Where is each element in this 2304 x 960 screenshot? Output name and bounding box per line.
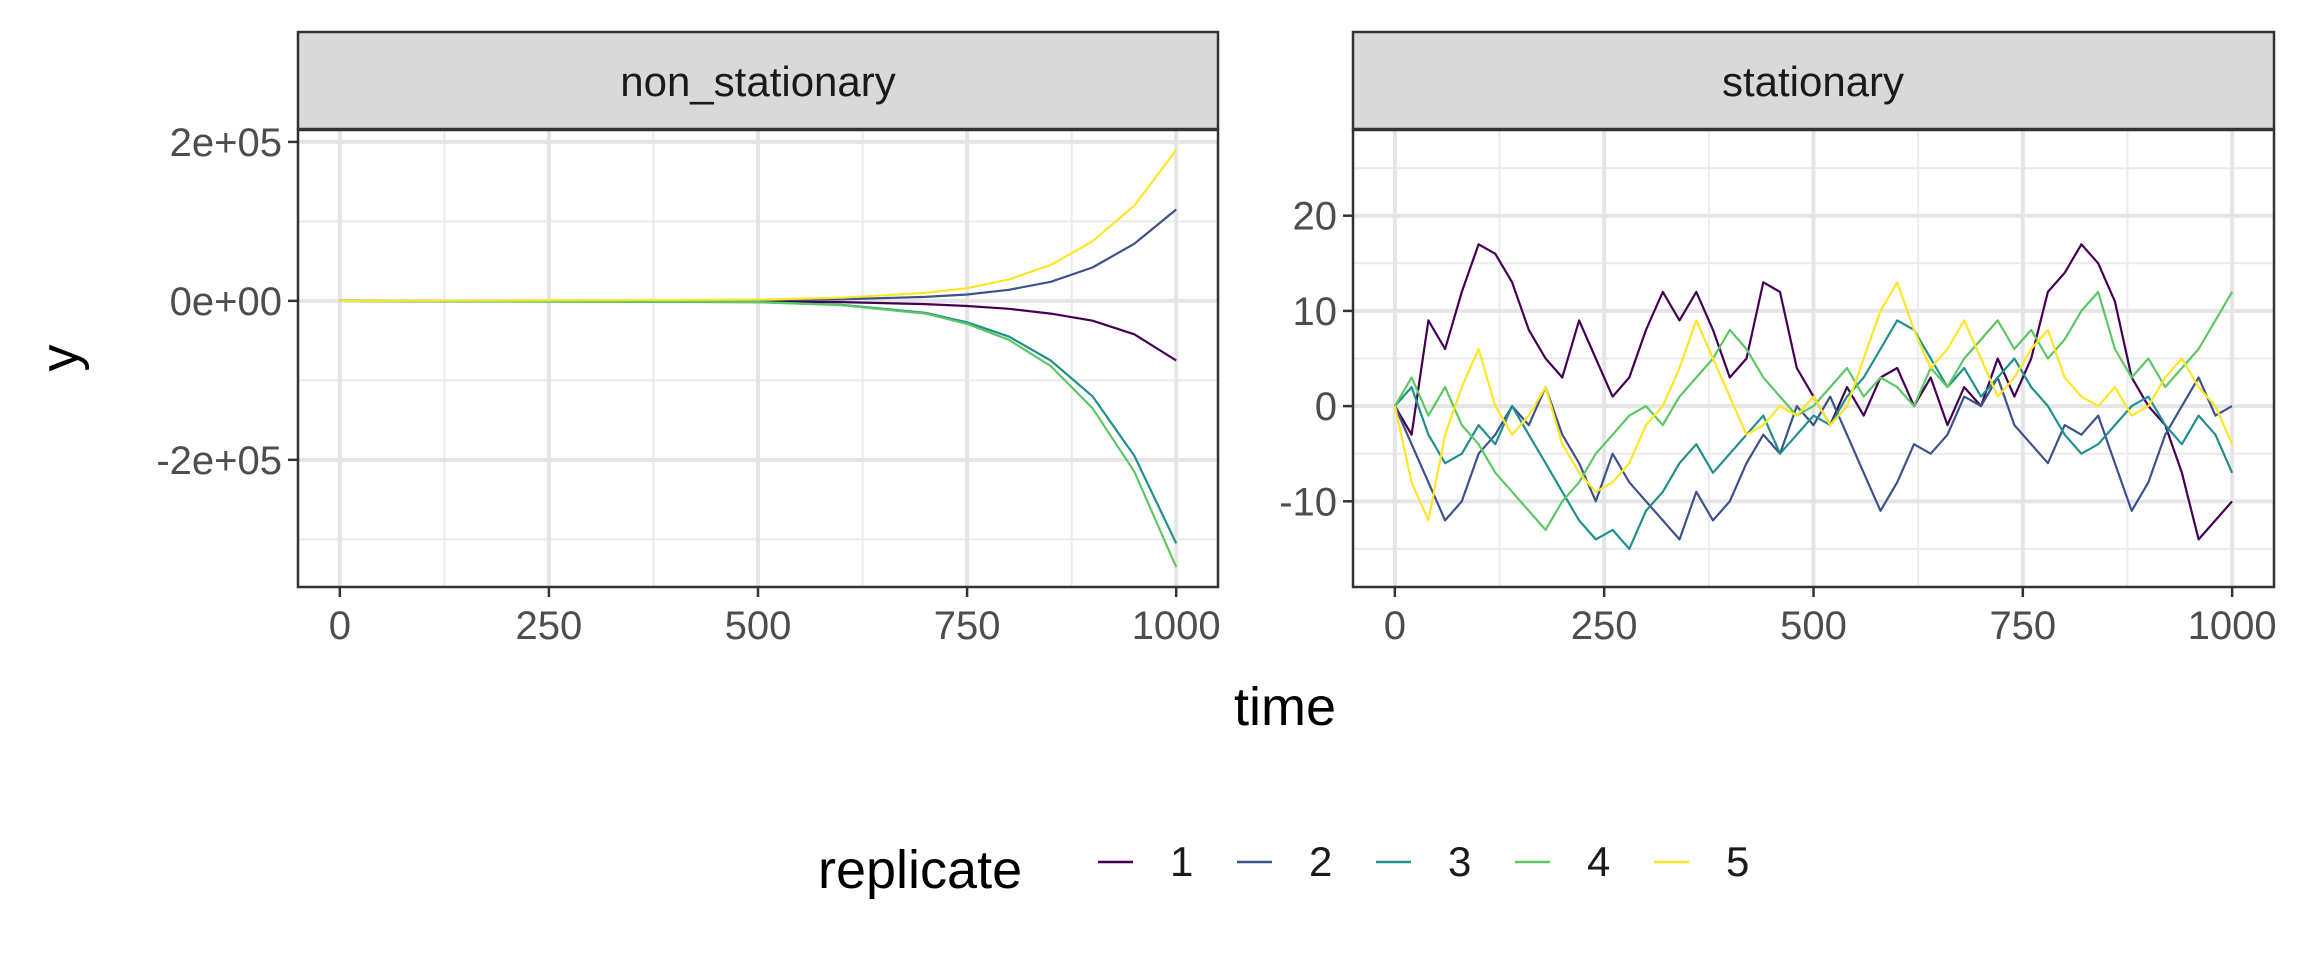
y-tick-label: 0e+00 xyxy=(170,280,282,324)
legend-title: replicate xyxy=(818,840,1022,900)
series-line-5 xyxy=(1393,281,2234,522)
series-line-1 xyxy=(339,299,1177,362)
strip-background xyxy=(1351,30,2276,131)
y-tick-label: -2e+05 xyxy=(156,439,282,483)
panel-stationary: stationary 0 250 500 750 1000 -10 0 10 20 xyxy=(1279,30,2277,648)
x-tick-label: 1000 xyxy=(2188,604,2277,648)
legend-label-3: 3 xyxy=(1448,838,1471,885)
y-tick-label: 2e+05 xyxy=(170,121,282,165)
x-tick-label: 0 xyxy=(1384,604,1406,648)
legend-label-1: 1 xyxy=(1170,838,1193,885)
y-axis-ticks: -2e+05 0e+00 2e+05 xyxy=(156,121,298,483)
y-tick-label: 10 xyxy=(1293,290,1338,334)
x-axis-ticks: 0 250 500 750 1000 xyxy=(329,587,1221,648)
panel-non-stationary: non_stationary 0 250 500 750 1000 -2e+05 0e+0… xyxy=(156,30,1221,648)
series-line-4 xyxy=(1393,290,2234,532)
x-tick-label: 250 xyxy=(516,604,583,648)
y-tick-label: 20 xyxy=(1293,195,1338,239)
x-tick-label: 750 xyxy=(934,604,1001,648)
strip-background xyxy=(296,30,1220,131)
series-line-2 xyxy=(1393,376,2233,541)
legend: replicate 1 2 3 4 5 xyxy=(818,838,1749,900)
y-axis-ticks: -10 0 10 20 xyxy=(1279,195,1353,524)
grid-lines xyxy=(298,130,1218,587)
series-line-5 xyxy=(339,149,1178,302)
x-axis-ticks: 0 250 500 750 1000 xyxy=(1384,587,2277,648)
y-axis-title: y xyxy=(30,345,90,372)
legend-label-4: 4 xyxy=(1587,838,1610,885)
series-line-3 xyxy=(1394,319,2234,551)
strip-label: stationary xyxy=(1722,58,1904,105)
y-tick-label: -10 xyxy=(1279,480,1337,524)
x-tick-label: 1000 xyxy=(1132,604,1221,648)
series-line-4 xyxy=(339,299,1178,568)
series-lines xyxy=(1393,243,2234,551)
x-tick-label: 0 xyxy=(329,604,351,648)
y-tick-label: 0 xyxy=(1315,385,1337,429)
x-axis-title: time xyxy=(1234,677,1336,737)
x-tick-label: 250 xyxy=(1571,604,1638,648)
x-tick-label: 500 xyxy=(725,604,792,648)
series-lines xyxy=(339,149,1178,568)
x-tick-label: 500 xyxy=(1780,604,1847,648)
x-tick-label: 750 xyxy=(1989,604,2056,648)
strip-label: non_stationary xyxy=(620,58,896,105)
grid-lines xyxy=(1353,130,2274,587)
legend-label-2: 2 xyxy=(1309,838,1332,885)
legend-label-5: 5 xyxy=(1726,838,1749,885)
